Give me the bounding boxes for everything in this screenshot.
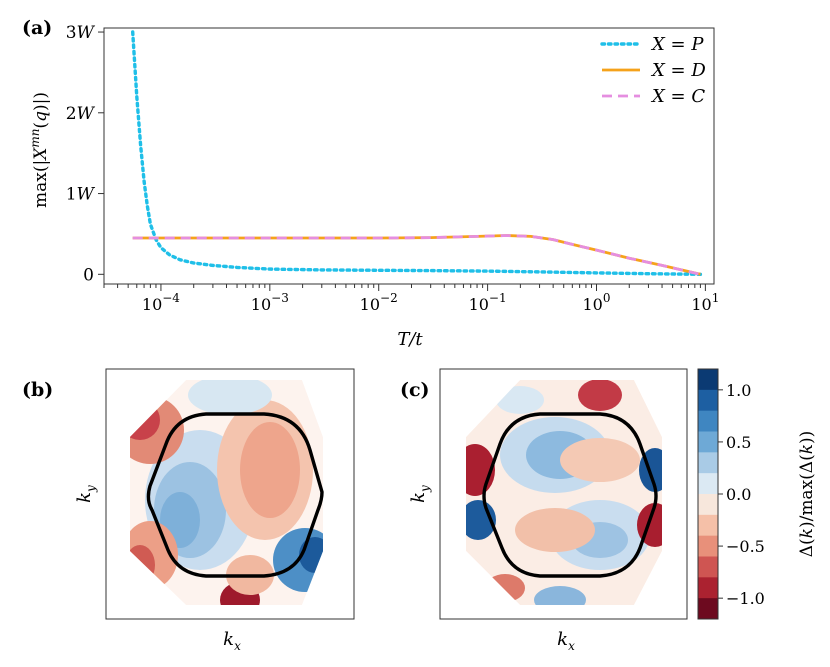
x-tick-label: 10−4 — [142, 291, 180, 314]
plot-frame-b — [105, 368, 355, 620]
fermi-surface-b — [146, 412, 324, 578]
colorbar-bin — [698, 556, 718, 578]
colorbar-tick-label: 0.5 — [726, 433, 751, 452]
y-axis-a: 0 1W 2W 3W — [66, 23, 104, 285]
colorbar-bin — [698, 577, 718, 599]
blob-c-red-1 — [560, 438, 640, 482]
series-line-p — [130, 30, 703, 276]
blob-c-blue-8 — [496, 386, 544, 414]
x-tick-label: 10−2 — [360, 291, 398, 314]
colorbar: 1.0 0.5 0.0 −0.5 −1.0 — [697, 368, 765, 620]
fermi-surface-c — [482, 412, 658, 578]
colorbar-tick-label: −0.5 — [726, 537, 765, 556]
x-tick-label: 10−3 — [251, 291, 289, 314]
colorbar-bin — [698, 452, 718, 474]
blob-b-red-6 — [130, 545, 155, 585]
blob-c-red-4 — [466, 444, 495, 496]
panel-label-a: (a) — [22, 17, 52, 39]
colorbar-bin — [698, 473, 718, 495]
colorbar-bin — [698, 514, 718, 537]
y-axis-label-a: max(|Xmn(q)|) — [28, 92, 51, 208]
legend-a: X = P X = D X = C — [600, 34, 706, 107]
plot-frame-a — [103, 27, 715, 285]
colorbar-bin — [698, 369, 718, 391]
y-tick-label: 1W — [66, 185, 96, 205]
colorbar-bin — [698, 535, 718, 557]
x-tick-label: 101 — [691, 291, 719, 314]
heatmap-c — [466, 380, 662, 605]
series-line-c — [132, 234, 701, 276]
x-tick-label: 100 — [582, 291, 610, 314]
blob-c-red-6 — [485, 574, 525, 602]
x-axis-label-c: kx — [557, 629, 575, 653]
legend-label: X = D — [650, 60, 706, 81]
y-tick-label: 0 — [83, 265, 94, 285]
blob-b-red-2 — [240, 422, 300, 518]
blob-b-blue-4 — [188, 380, 272, 415]
heatmap-b — [130, 380, 323, 605]
blob-b-red-4 — [130, 400, 160, 440]
colorbar-bin — [698, 389, 718, 412]
blob-c-red-3 — [578, 380, 622, 411]
y-axis-label-b: ky — [74, 485, 98, 503]
colorbar-bin — [698, 431, 718, 453]
colorbar-bin — [698, 598, 718, 620]
y-axis-label-c: ky — [408, 485, 432, 503]
y-tick-label: 3W — [66, 23, 96, 43]
plot-frame-c — [439, 368, 688, 620]
panel-label-c: (c) — [400, 379, 430, 401]
blob-b-blue-6 — [299, 537, 323, 573]
colorbar-tick-label: 1.0 — [726, 381, 751, 400]
colorbar-label: Δ(k)/max(Δ(k)) — [797, 431, 817, 558]
x-tick-label: 10−1 — [469, 291, 507, 314]
colorbar-bin — [698, 410, 718, 432]
legend-label: X = C — [650, 86, 705, 107]
x-axis-label-b: kx — [223, 629, 241, 653]
series-group-a — [130, 30, 703, 276]
legend-label: X = P — [650, 34, 704, 55]
y-tick-label: 2W — [66, 104, 96, 124]
x-axis-a: 10−4 10−3 10−2 10−1 100 101 — [103, 284, 719, 314]
colorbar-bin — [698, 494, 718, 516]
blob-c-red-2 — [515, 508, 595, 552]
panel-label-b: (b) — [22, 379, 53, 401]
x-axis-label-a: T/t — [397, 329, 423, 350]
colorbar-tick-label: −1.0 — [726, 589, 765, 608]
blob-c-blue-7 — [534, 586, 586, 605]
colorbar-tick-label: 0.0 — [726, 485, 751, 504]
